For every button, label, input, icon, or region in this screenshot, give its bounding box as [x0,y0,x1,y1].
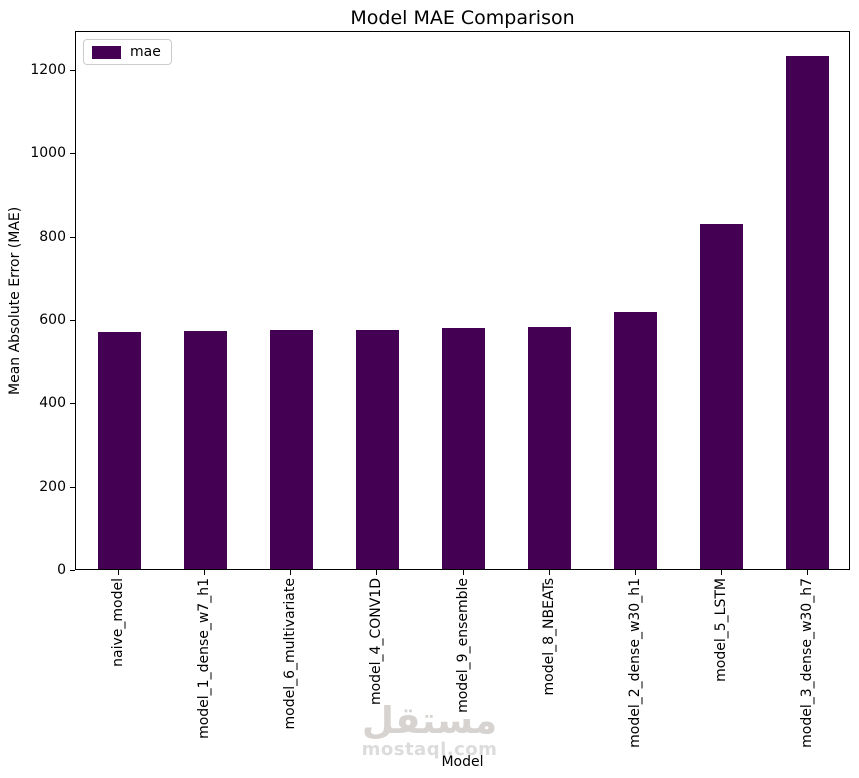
y-tick-label: 800 [39,228,66,245]
y-tick [70,236,75,238]
y-tick [70,486,75,488]
y-tick [70,320,75,322]
x-tick [118,570,120,575]
x-tick [720,570,722,575]
y-tick [70,153,75,155]
y-tick-label: 200 [39,478,66,495]
x-tick-label: model_2_dense_w30_h1 [626,578,643,748]
bar-naive_model [97,332,141,569]
x-tick [462,570,464,575]
legend: mae [83,39,172,65]
x-tick-label: model_3_dense_w30_h7 [798,578,815,748]
y-tick-label: 1000 [30,145,66,162]
bar-model_3_dense_w30_h7 [786,55,830,569]
y-tick-label: 600 [39,312,66,329]
y-tick-label: 1200 [30,62,66,79]
x-tick [548,570,550,575]
bar-model_5_LSTM [700,223,744,569]
bar-model_6_multivariate [269,330,313,569]
x-tick-label: naive_model [110,578,127,667]
x-tick-label: model_1_dense_w7_h1 [196,578,213,739]
chart-title: Model MAE Comparison [350,7,575,29]
x-tick [204,570,206,575]
x-tick [806,570,808,575]
x-tick-label: model_9_ensemble [454,578,471,713]
bar-model_8_NBEATs [528,327,572,569]
x-axis-label: Model [441,754,484,770]
bar-model_4_CONV1D [355,330,399,569]
y-tick [70,70,75,72]
plot-area: mae [75,31,850,570]
x-tick-label: model_4_CONV1D [368,578,385,706]
y-tick [70,570,75,571]
x-tick [376,570,378,575]
y-tick-label: 400 [39,395,66,412]
legend-swatch-mae [92,45,121,59]
bar-model_1_dense_w7_h1 [183,331,227,569]
bar-model_2_dense_w30_h1 [614,311,658,569]
y-tick-label: 0 [57,562,66,578]
x-tick-label: model_6_multivariate [282,578,299,730]
x-tick [290,570,292,575]
bar-model_9_ensemble [442,328,485,569]
legend-label: mae [130,44,161,60]
x-tick [634,570,636,575]
x-tick-label: model_8_NBEATs [540,578,557,696]
x-tick-label: model_5_LSTM [712,578,729,682]
y-tick [70,403,75,405]
mostaql-logo: مستقل [361,699,498,742]
watermark: مستقل mostaql.com [0,701,859,759]
